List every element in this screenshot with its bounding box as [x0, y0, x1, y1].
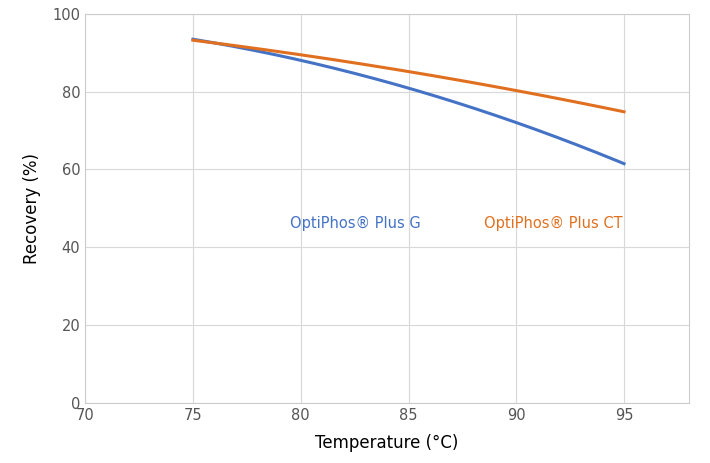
Text: OptiPhos® Plus G: OptiPhos® Plus G [290, 216, 421, 232]
X-axis label: Temperature (°C): Temperature (°C) [315, 434, 459, 452]
Text: OptiPhos® Plus CT: OptiPhos® Plus CT [484, 216, 623, 232]
Y-axis label: Recovery (%): Recovery (%) [23, 153, 41, 264]
